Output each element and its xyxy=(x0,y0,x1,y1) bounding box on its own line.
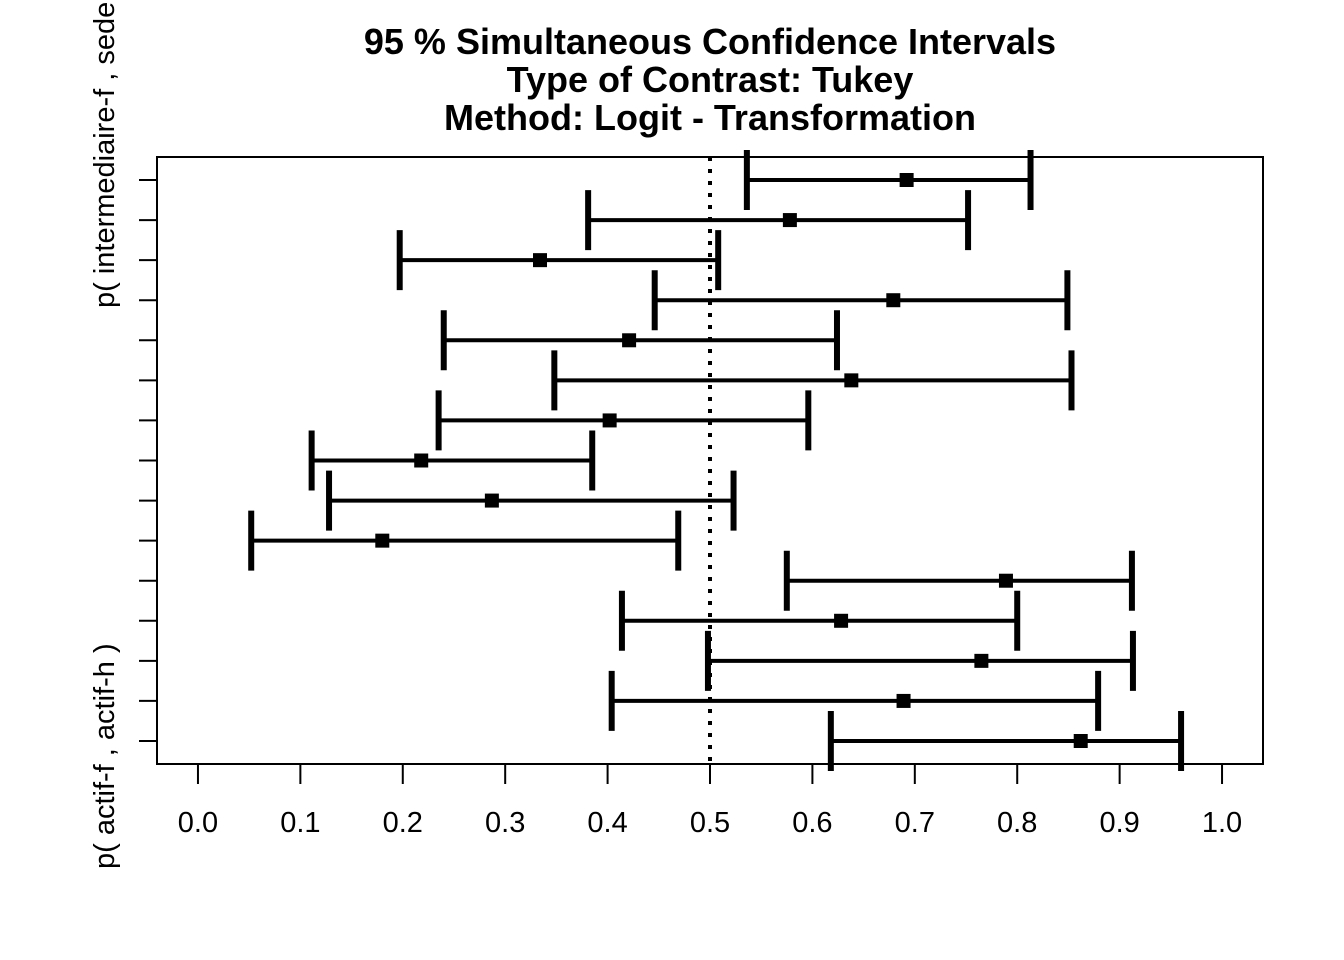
interval-7 xyxy=(308,430,596,491)
interval-4 xyxy=(783,550,1135,611)
x-tick-label: 0.0 xyxy=(178,807,218,839)
x-tick-label: 0.6 xyxy=(792,807,832,839)
interval-estimate-point xyxy=(974,653,989,668)
title-line-3: Method: Logit - Transformation xyxy=(444,97,976,138)
x-tick-label: 0.2 xyxy=(383,807,423,839)
interval-9 xyxy=(551,350,1075,411)
x-axis: 0.0 0.1 0.2 0.3 0.4 0.5 0.6 0.7 0.8 0.9 1.0 xyxy=(178,763,1242,839)
interval-estimate-point xyxy=(414,453,429,468)
intervals xyxy=(248,150,1185,771)
interval-estimate-point xyxy=(834,613,849,628)
y-tick-label-1: p( actif-f , actif-h ) xyxy=(89,643,121,869)
interval-estimate-point xyxy=(844,373,859,388)
interval-11 xyxy=(651,270,1071,331)
interval-3 xyxy=(618,590,1021,651)
interval-0 xyxy=(827,711,1185,771)
chart-title: 95 % Simultaneous Confidence IntervalsTy… xyxy=(364,21,1056,138)
interval-estimate-point xyxy=(622,333,637,348)
x-tick-label: 0.7 xyxy=(895,807,935,839)
x-tick-label: 0.8 xyxy=(997,807,1037,839)
x-tick-label: 1.0 xyxy=(1202,807,1242,839)
interval-2 xyxy=(704,630,1136,691)
title-line-1: 95 % Simultaneous Confidence Intervals xyxy=(364,21,1056,62)
interval-14 xyxy=(743,150,1034,210)
interval-estimate-point xyxy=(1073,734,1088,748)
interval-estimate-point xyxy=(886,293,901,308)
x-tick-label: 0.9 xyxy=(1099,807,1139,839)
interval-estimate-point xyxy=(484,493,499,508)
interval-estimate-point xyxy=(998,573,1013,588)
interval-estimate-point xyxy=(782,213,797,228)
interval-1 xyxy=(608,670,1102,731)
interval-12 xyxy=(396,230,722,291)
x-tick-label: 0.5 xyxy=(690,807,730,839)
y-axis: p( actif-f , actif-h ) p( intermediaire-f… xyxy=(89,0,157,869)
x-tick-label: 0.1 xyxy=(280,807,320,839)
title-line-2: Type of Contrast: Tukey xyxy=(507,59,914,100)
interval-5 xyxy=(248,510,682,571)
interval-estimate-point xyxy=(602,413,617,428)
interval-estimate-point xyxy=(375,533,390,548)
interval-10 xyxy=(440,310,840,371)
interval-8 xyxy=(435,390,812,451)
interval-estimate-point xyxy=(896,693,911,708)
interval-13 xyxy=(585,190,972,251)
interval-6 xyxy=(326,470,737,531)
y-tick-label-2: p( intermediaire-f , sedentaire-f ) xyxy=(89,0,121,308)
x-tick-label: 0.3 xyxy=(485,807,525,839)
x-tick-label: 0.4 xyxy=(587,807,627,839)
interval-estimate-point xyxy=(899,173,914,187)
interval-estimate-point xyxy=(533,253,548,268)
